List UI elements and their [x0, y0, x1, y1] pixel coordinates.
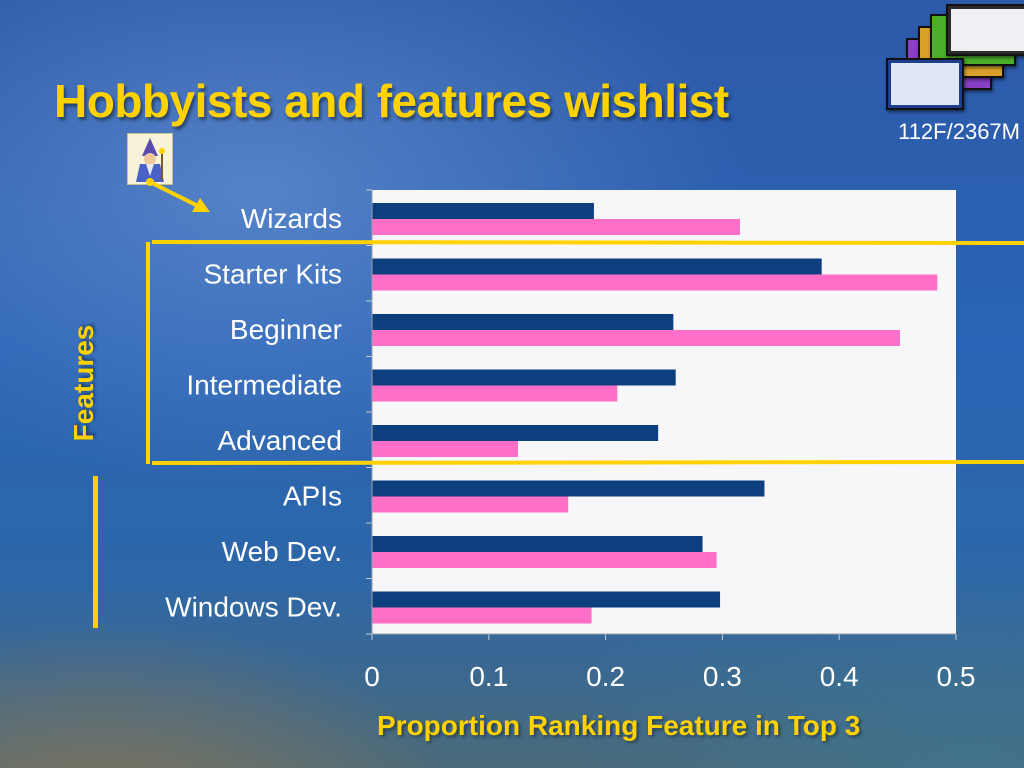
bar-web-dev-series-1: [372, 536, 703, 552]
bar-advanced-series-2: [372, 441, 518, 457]
page-title: Hobbyists and features wishlist: [54, 75, 729, 127]
bar-apis-series-1: [372, 480, 765, 497]
category-label: Beginner: [230, 314, 342, 345]
wizard-arrow-icon: [146, 178, 210, 212]
bar-web-dev-series-2: [372, 552, 717, 568]
features-bracket-line: [93, 476, 98, 628]
bar-advanced-series-1: [372, 425, 659, 441]
category-label: APIs: [283, 480, 342, 511]
bar-starter-kits-series-1: [372, 258, 822, 275]
category-label: Starter Kits: [204, 258, 342, 289]
x-tick-label: 0.2: [586, 661, 625, 692]
category-label: Intermediate: [186, 369, 342, 400]
bar-starter-kits-series-2: [372, 274, 938, 291]
bar-windows-dev-series-1: [372, 591, 721, 608]
category-label: Wizards: [241, 203, 342, 234]
bar-windows-dev-series-2: [372, 607, 592, 624]
category-label: Windows Dev.: [165, 591, 342, 622]
features-highlight-bottom: [151, 460, 1024, 465]
features-bracket-line: [146, 242, 150, 464]
x-tick-label: 0.3: [703, 661, 742, 692]
bar-beginner-series-2: [372, 330, 900, 346]
thumbnail-slide-icon: [946, 4, 1024, 56]
x-tick-label: 0.4: [820, 661, 859, 692]
bar-apis-series-2: [372, 496, 569, 513]
slide-thumbnails-icon: [884, 0, 1024, 112]
features-highlight-top: [151, 240, 1024, 245]
x-tick-label: 0.5: [937, 661, 976, 692]
x-axis-title: Proportion Ranking Feature in Top 3: [377, 710, 861, 741]
session-code: 112F/2367M: [898, 119, 1020, 144]
bar-intermediate-series-2: [372, 385, 618, 402]
bar-intermediate-series-1: [372, 369, 676, 386]
category-label: Web Dev.: [222, 536, 342, 567]
bar-beginner-series-1: [372, 314, 674, 330]
category-label: Advanced: [217, 425, 342, 456]
wizard-icon: [127, 133, 173, 185]
bar-wizards-series-2: [372, 219, 740, 235]
x-tick-label: 0: [364, 661, 380, 692]
x-tick-label: 0.1: [469, 661, 508, 692]
thumbnail-slide-icon: [886, 58, 964, 110]
bar-wizards-series-1: [372, 203, 594, 219]
